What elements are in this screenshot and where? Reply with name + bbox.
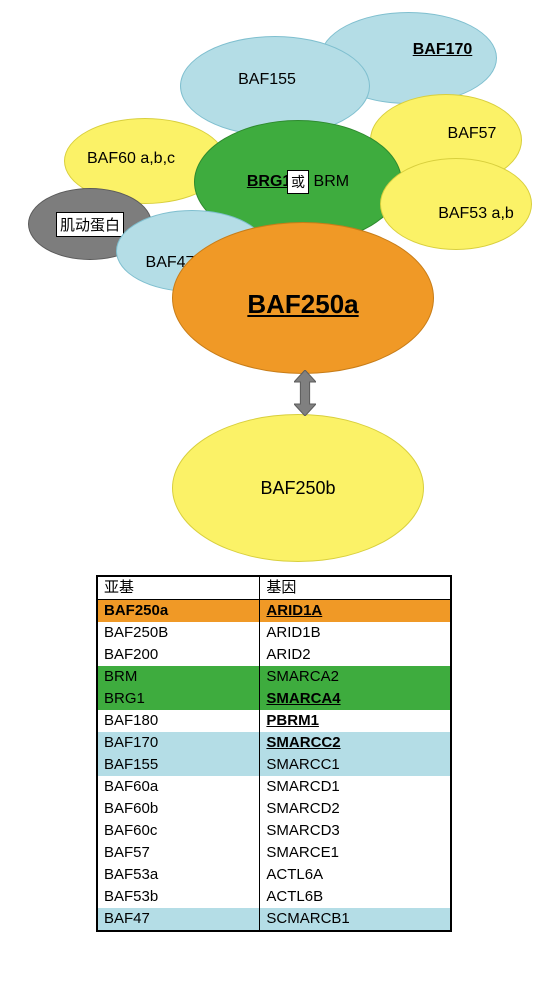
cell-gene: SCMARCB1 bbox=[260, 908, 450, 930]
cell-subunit: BAF170 bbox=[98, 732, 260, 754]
cell-gene: SMARCE1 bbox=[260, 842, 450, 864]
cell-subunit: BAF155 bbox=[98, 754, 260, 776]
node-label-baf250a: BAF250a bbox=[247, 289, 358, 320]
table-row: BAF155SMARCC1 bbox=[98, 754, 450, 776]
col-header-subunit: 亚基 bbox=[98, 577, 260, 600]
node-label-baf53: BAF53 a,b bbox=[438, 205, 514, 223]
table-row: BAF53bACTL6B bbox=[98, 886, 450, 908]
cell-gene: SMARCA4 bbox=[260, 688, 450, 710]
cell-subunit: BAF57 bbox=[98, 842, 260, 864]
table-row: BRG1SMARCA4 bbox=[98, 688, 450, 710]
cell-subunit: BAF250a bbox=[98, 600, 260, 623]
cell-gene: SMARCC2 bbox=[260, 732, 450, 754]
table-row: BAF170SMARCC2 bbox=[98, 732, 450, 754]
cell-subunit: BAF53b bbox=[98, 886, 260, 908]
cell-gene: ARID1A bbox=[260, 600, 450, 623]
cell-gene: SMARCC1 bbox=[260, 754, 450, 776]
cell-gene: SMARCA2 bbox=[260, 666, 450, 688]
cell-gene: SMARCD3 bbox=[260, 820, 450, 842]
node-label-actin: 肌动蛋白 bbox=[56, 212, 124, 237]
cell-subunit: BAF60c bbox=[98, 820, 260, 842]
node-baf53: BAF53 a,b bbox=[380, 158, 532, 250]
table-row: BAF60bSMARCD2 bbox=[98, 798, 450, 820]
table-row: BAF47SCMARCB1 bbox=[98, 908, 450, 930]
table-row: BRMSMARCA2 bbox=[98, 666, 450, 688]
node-baf250b: BAF250b bbox=[172, 414, 424, 562]
node-label-baf155: BAF155 bbox=[238, 71, 296, 89]
table-row: BAF57SMARCE1 bbox=[98, 842, 450, 864]
cell-subunit: BAF53a bbox=[98, 864, 260, 886]
cell-subunit: BAF180 bbox=[98, 710, 260, 732]
table-row: BAF60aSMARCD1 bbox=[98, 776, 450, 798]
cell-subunit: BAF200 bbox=[98, 644, 260, 666]
cell-subunit: BRG1 bbox=[98, 688, 260, 710]
subunit-gene-table: 亚基 基因 BAF250aARID1ABAF250BARID1BBAF200AR… bbox=[96, 575, 452, 932]
cell-gene: ACTL6B bbox=[260, 886, 450, 908]
node-label-baf57: BAF57 bbox=[448, 125, 497, 143]
node-label-baf60: BAF60 a,b,c bbox=[87, 150, 175, 168]
table-row: BAF180PBRM1 bbox=[98, 710, 450, 732]
table-row: BAF60cSMARCD3 bbox=[98, 820, 450, 842]
col-header-gene: 基因 bbox=[260, 577, 450, 600]
table-row: BAF250BARID1B bbox=[98, 622, 450, 644]
cell-gene: ARID2 bbox=[260, 644, 450, 666]
cell-gene: ACTL6A bbox=[260, 864, 450, 886]
cell-subunit: BAF250B bbox=[98, 622, 260, 644]
cell-gene: PBRM1 bbox=[260, 710, 450, 732]
double-arrow-icon bbox=[294, 370, 316, 416]
cell-subunit: BAF60b bbox=[98, 798, 260, 820]
cell-gene: SMARCD1 bbox=[260, 776, 450, 798]
table-row: BAF53aACTL6A bbox=[98, 864, 450, 886]
cell-subunit: BAF47 bbox=[98, 908, 260, 930]
cell-subunit: BRM bbox=[98, 666, 260, 688]
cell-gene: ARID1B bbox=[260, 622, 450, 644]
cell-gene: SMARCD2 bbox=[260, 798, 450, 820]
table-row: BAF250aARID1A bbox=[98, 600, 450, 623]
table-row: BAF200ARID2 bbox=[98, 644, 450, 666]
baf-complex-diagram: BAF170BAF155BAF57BAF60 a,b,c肌动蛋白BRG1 BRM… bbox=[0, 0, 540, 560]
cell-subunit: BAF60a bbox=[98, 776, 260, 798]
table-header-row: 亚基 基因 bbox=[98, 577, 450, 600]
node-baf250a: BAF250a bbox=[172, 222, 434, 374]
node-centerbox-brg: 或 bbox=[287, 170, 309, 194]
node-label-baf170: BAF170 bbox=[413, 41, 473, 59]
node-label-baf250b: BAF250b bbox=[260, 478, 335, 499]
